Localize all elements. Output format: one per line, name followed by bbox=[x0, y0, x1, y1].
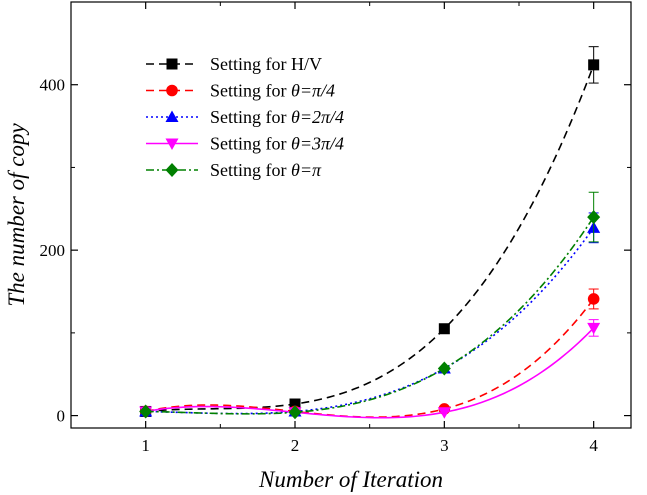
legend-item-4: Setting for θ=3π/4 bbox=[146, 134, 344, 154]
legend-label: Setting for θ=π bbox=[210, 160, 322, 180]
legend-label-text: Setting for bbox=[210, 81, 291, 101]
legend-marker bbox=[165, 110, 179, 122]
legend-marker bbox=[165, 138, 179, 150]
x-tick-label: 1 bbox=[141, 436, 150, 455]
legend-label-symbol: θ=π/4 bbox=[291, 81, 335, 101]
legend-label-text: Setting for H/V bbox=[210, 54, 322, 74]
x-axis-title: Number of Iteration bbox=[258, 467, 443, 492]
data-point bbox=[437, 361, 451, 376]
legend-marker bbox=[166, 58, 178, 70]
legend-label-symbol: θ=3π/4 bbox=[291, 134, 344, 154]
plot-frame bbox=[70, 1, 632, 429]
y-tick-label: 200 bbox=[40, 241, 66, 260]
data-point bbox=[437, 407, 451, 419]
y-tick-label: 400 bbox=[40, 76, 66, 95]
legend-label-symbol: θ=2π/4 bbox=[291, 107, 344, 127]
legend-label-symbol: θ=π bbox=[291, 160, 322, 180]
x-tick-label: 4 bbox=[589, 436, 598, 455]
legend-label: Setting for H/V bbox=[210, 54, 322, 74]
legend-marker bbox=[165, 163, 179, 177]
series-group bbox=[139, 46, 601, 420]
legend-item-3: Setting for θ=2π/4 bbox=[146, 107, 344, 127]
legend-label: Setting for θ=π/4 bbox=[210, 81, 335, 101]
series-1 bbox=[140, 46, 600, 417]
y-axis-title: The number of copy bbox=[4, 123, 29, 307]
legend-item-1: Setting for H/V bbox=[146, 54, 322, 74]
data-point bbox=[587, 322, 601, 335]
data-point bbox=[588, 59, 600, 71]
axis-labels: Number of Iteration The number of copy bbox=[4, 123, 443, 492]
legend-item-2: Setting for θ=π/4 bbox=[146, 81, 335, 101]
series-3 bbox=[139, 212, 601, 417]
data-point bbox=[139, 404, 153, 419]
legend-label-text: Setting for bbox=[210, 134, 291, 154]
series-line bbox=[145, 64, 595, 413]
data-point bbox=[587, 293, 600, 305]
y-tick-label: 0 bbox=[57, 407, 66, 426]
data-point bbox=[587, 210, 601, 225]
x-tick-label: 2 bbox=[291, 436, 300, 455]
data-point bbox=[289, 398, 301, 410]
series-line bbox=[145, 216, 595, 415]
axes: 1 2 3 4 0 200 400 bbox=[40, 1, 632, 455]
series-line bbox=[145, 227, 595, 415]
legend-label-text: Setting for bbox=[210, 107, 291, 127]
series-4 bbox=[139, 319, 601, 419]
series-5 bbox=[139, 191, 601, 420]
x-tick-label: 3 bbox=[440, 436, 449, 455]
legend-label: Setting for θ=3π/4 bbox=[210, 134, 344, 154]
data-point bbox=[438, 323, 450, 335]
series-line bbox=[145, 327, 595, 419]
legend-label-text: Setting for bbox=[210, 160, 291, 180]
data-point bbox=[288, 405, 302, 420]
legend-item-5: Setting for θ=π bbox=[146, 160, 322, 180]
legend-marker bbox=[166, 84, 178, 97]
legend-label: Setting for θ=2π/4 bbox=[210, 107, 344, 127]
